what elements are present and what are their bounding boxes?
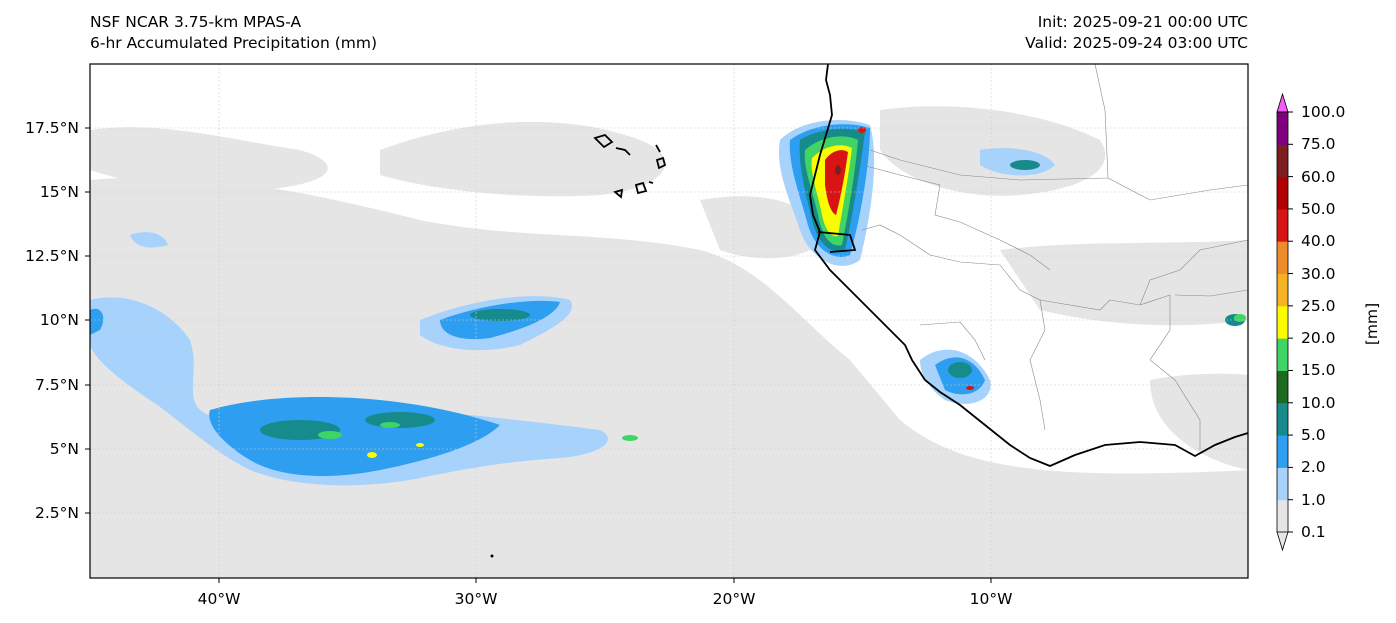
colorbar-segment <box>1277 176 1288 210</box>
lon-tick-label: 20°W <box>712 590 756 608</box>
colorbar-level-label: 40.0 <box>1301 232 1336 251</box>
colorbar-level-label: 20.0 <box>1301 329 1336 348</box>
colorbar-segment <box>1277 208 1288 242</box>
lat-tick-label: 10°N <box>39 311 79 329</box>
title-block: NSF NCAR 3.75-km MPAS-A 6-hr Accumulated… <box>90 12 377 54</box>
lon-tick-label: 40°W <box>197 590 241 608</box>
colorbar-segment <box>1277 273 1288 307</box>
coastline <box>593 64 1248 467</box>
init-time: Init: 2025-09-21 00:00 UTC <box>1037 13 1248 31</box>
colorbar-segment <box>1277 338 1288 371</box>
lat-tick-label: 7.5°N <box>35 376 79 394</box>
valid-time: Valid: 2025-09-24 03:00 UTC <box>1025 34 1248 52</box>
model-title: NSF NCAR 3.75-km MPAS-A <box>90 13 302 31</box>
colorbar-level-label: 50.0 <box>1301 199 1336 218</box>
island-dot <box>490 554 494 558</box>
colorbar-level-label: 10.0 <box>1301 393 1336 412</box>
colorbar-extend-min <box>1276 531 1289 552</box>
colorbar-level-label: 5.0 <box>1301 426 1326 445</box>
colorbar-units: [mm] <box>1363 302 1381 346</box>
lat-tick-label: 17.5°N <box>25 119 79 137</box>
colorbar-level-label: 25.0 <box>1301 296 1336 315</box>
colorbar-segment <box>1277 112 1288 145</box>
colorbar-level-label: 30.0 <box>1301 264 1336 283</box>
colorbar-extend-max <box>1276 92 1289 113</box>
colorbar-level-label: 75.0 <box>1301 135 1336 154</box>
colorbar-level-label: 2.0 <box>1301 458 1326 477</box>
map-frame <box>89 63 1249 579</box>
lat-tick-label: 15°N <box>39 183 79 201</box>
colorbar-outline <box>1276 111 1289 533</box>
colorbar-level-label: 0.1 <box>1301 523 1326 541</box>
colorbar-level-label: 1.0 <box>1301 490 1326 509</box>
colorbar-segment <box>1277 467 1288 501</box>
lat-tick-label: 5°N <box>49 440 79 458</box>
precip-light-field <box>90 106 1248 578</box>
colorbar <box>1276 92 1293 552</box>
map-area <box>90 64 1248 578</box>
precip-40mm <box>825 127 974 390</box>
colorbar-level-label: 60.0 <box>1301 167 1336 186</box>
time-block: Init: 2025-09-21 00:00 UTC Valid: 2025-0… <box>900 12 1248 54</box>
colorbar-segment <box>1277 499 1288 533</box>
axis-ticks <box>85 127 992 583</box>
field-title: 6-hr Accumulated Precipitation (mm) <box>90 34 377 52</box>
colorbar-segment <box>1277 370 1288 404</box>
colorbar-segment <box>1277 402 1288 436</box>
colorbar-segment <box>1277 241 1288 275</box>
colorbar-segment <box>1277 305 1288 339</box>
lat-tick-label: 12.5°N <box>25 247 79 265</box>
lat-tick-label: 2.5°N <box>35 504 79 522</box>
lon-tick-label: 10°W <box>969 590 1013 608</box>
gridlines <box>90 64 1248 578</box>
precip-60mm <box>835 165 841 175</box>
colorbar-segment <box>1277 435 1288 468</box>
colorbar-segment <box>1277 144 1288 178</box>
country-borders <box>861 64 1248 450</box>
lon-tick-label: 30°W <box>454 590 498 608</box>
colorbar-level-label: 100.0 <box>1301 103 1346 121</box>
colorbar-level-label: 15.0 <box>1301 361 1336 380</box>
